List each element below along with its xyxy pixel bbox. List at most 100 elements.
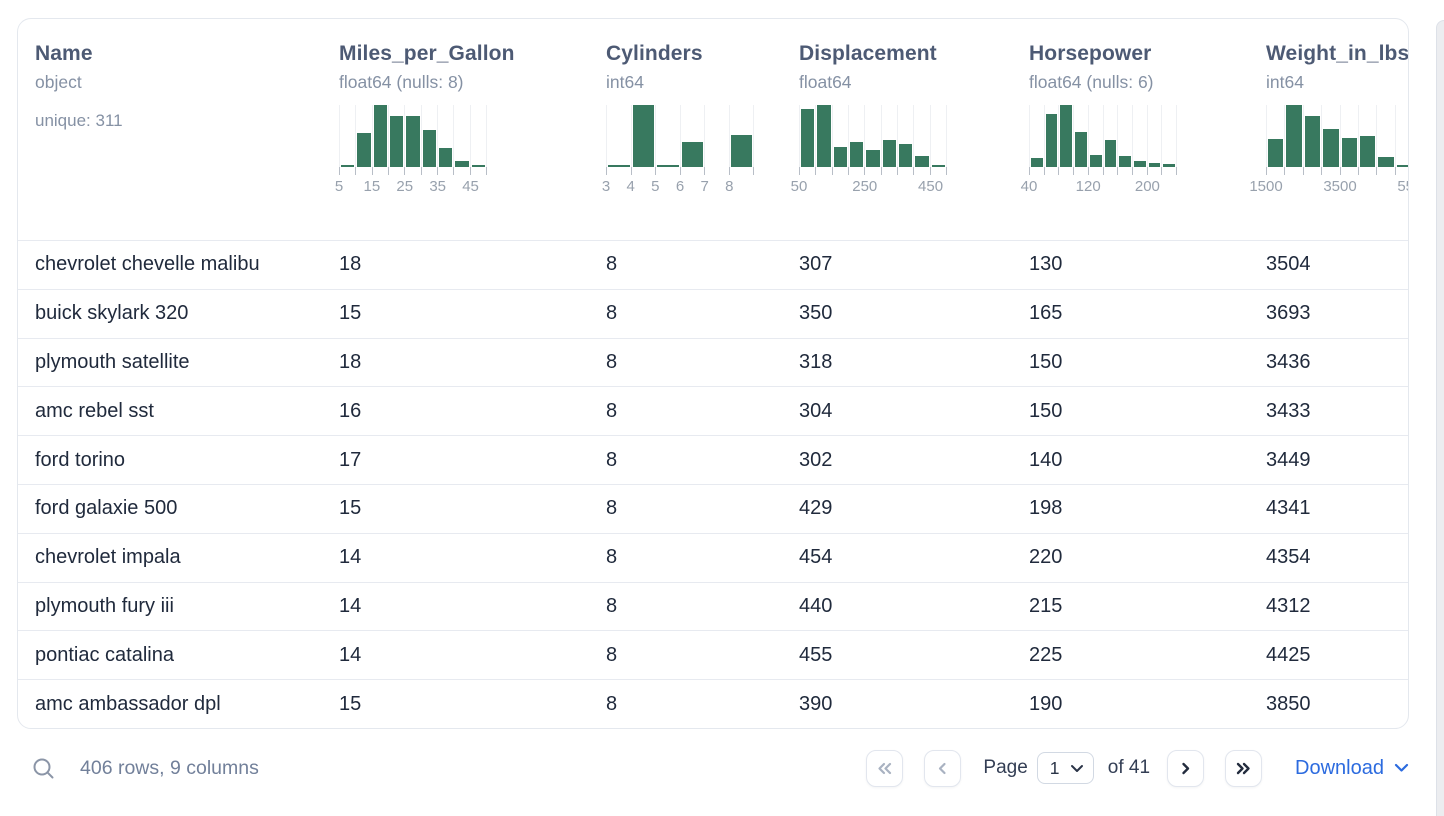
table-cell: 8 bbox=[606, 289, 799, 339]
histogram-bar bbox=[1045, 114, 1058, 167]
page-label: Page bbox=[983, 757, 1028, 778]
histogram-axis-label: 40 bbox=[1020, 178, 1038, 195]
column-header-miles_per_gallon[interactable]: Miles_per_Gallon float64 (nulls: 8) 5 15 25 3… bbox=[335, 19, 606, 241]
download-button[interactable]: Download bbox=[1295, 757, 1409, 780]
last-page-button[interactable] bbox=[1225, 749, 1263, 787]
histogram-bin bbox=[864, 105, 880, 167]
table-cell: amc rebel sst bbox=[18, 386, 339, 437]
table-cell: 215 bbox=[1029, 582, 1266, 632]
column-header-weight_in_lbs[interactable]: Weight_in_lbs int64 1500 3500 5500 bbox=[1249, 19, 1408, 241]
histogram-bar bbox=[1163, 164, 1176, 167]
table-cell: 8 bbox=[606, 240, 799, 290]
chevron-left-icon bbox=[939, 762, 947, 774]
table-cell: 150 bbox=[1029, 386, 1266, 437]
column-histogram[interactable]: 40 120 200 bbox=[1021, 105, 1178, 196]
histogram-bin bbox=[606, 105, 631, 167]
histogram-axis-ticks bbox=[799, 167, 947, 175]
chevron-right-icon bbox=[1182, 762, 1190, 774]
histogram-axis-label: 5 bbox=[651, 178, 660, 195]
column-dtype: float64 bbox=[799, 72, 852, 92]
histogram-axis-label: 7 bbox=[700, 178, 709, 195]
histogram-bin bbox=[1161, 105, 1178, 167]
histogram-axis-label: 3500 bbox=[1323, 178, 1357, 195]
histogram-bin bbox=[896, 105, 913, 167]
histogram-bin bbox=[1284, 105, 1302, 167]
column-header-cylinders[interactable]: Cylinders int64 3 4 5 6 7 8 bbox=[602, 19, 799, 241]
page-total-label: of 41 bbox=[1107, 757, 1151, 778]
column-header-horsepower[interactable]: Horsepower float64 (nulls: 6) 40 120 200 bbox=[1021, 19, 1266, 241]
column-header-name[interactable]: Name object unique: 311 bbox=[18, 19, 339, 241]
column-histogram[interactable]: 1500 3500 5500 bbox=[1249, 105, 1408, 196]
table-footer: 406 rows, 9 columns Page 1 of 41 bbox=[17, 740, 1409, 796]
page-select[interactable]: 1 bbox=[1036, 752, 1094, 784]
chevrons-left-icon bbox=[878, 762, 892, 774]
column-histogram[interactable]: 5 15 25 35 45 bbox=[335, 105, 487, 196]
histogram-axis-ticks bbox=[606, 167, 754, 175]
first-page-button[interactable] bbox=[866, 749, 904, 787]
table-cell: 8 bbox=[606, 386, 799, 437]
table-cell: 454 bbox=[799, 533, 1029, 583]
table-row: chevrolet impala 14 8 454 220 4354 bbox=[18, 533, 1408, 583]
histogram-bar bbox=[422, 130, 436, 167]
histogram-bar bbox=[1119, 156, 1131, 167]
table-cell: 455 bbox=[799, 630, 1029, 681]
table-cell: 304 bbox=[799, 386, 1029, 437]
histogram-axis-label: 3 bbox=[601, 178, 611, 195]
histogram-axis-ticks bbox=[339, 167, 487, 175]
column-header-displacement[interactable]: Displacement float64 50 250 450 bbox=[791, 19, 1029, 241]
histogram-bin bbox=[679, 105, 705, 167]
table-cell: 8 bbox=[606, 582, 799, 632]
histogram-axis-label: 120 bbox=[1075, 178, 1101, 195]
page-select-value: 1 bbox=[1049, 757, 1060, 778]
histogram-bin bbox=[1266, 105, 1284, 167]
histogram-bar bbox=[801, 109, 815, 167]
histogram-bin bbox=[799, 105, 815, 167]
histogram-axis-label: 15 bbox=[363, 178, 381, 195]
histogram-bar bbox=[1133, 161, 1146, 167]
column-title: Miles_per_Gallon bbox=[339, 42, 515, 65]
table-row: plymouth satellite 18 8 318 150 3436 bbox=[18, 338, 1408, 388]
table-cell: 150 bbox=[1029, 338, 1266, 388]
table-cell: 8 bbox=[606, 435, 799, 485]
table-cell: 3433 bbox=[1266, 386, 1408, 437]
histogram-axis-label: 50 bbox=[790, 178, 808, 195]
histogram-bar bbox=[373, 105, 387, 167]
histogram-bin bbox=[1087, 105, 1103, 167]
table-cell: 8 bbox=[606, 630, 799, 681]
table-cell: plymouth satellite bbox=[18, 338, 339, 388]
histogram-bar bbox=[1304, 116, 1321, 167]
histogram-bar bbox=[849, 142, 864, 167]
histogram-bar bbox=[681, 142, 703, 167]
histogram-bar bbox=[931, 165, 945, 167]
histogram-bar bbox=[389, 116, 404, 167]
next-page-button[interactable] bbox=[1167, 749, 1205, 787]
download-label: Download bbox=[1295, 756, 1384, 779]
table-cell: 318 bbox=[799, 338, 1029, 388]
adjacent-panel-edge bbox=[1436, 20, 1444, 816]
table-cell: plymouth fury iii bbox=[18, 582, 339, 632]
column-histogram[interactable]: 50 250 450 bbox=[791, 105, 947, 196]
histogram-bin bbox=[355, 105, 371, 167]
histogram-bin bbox=[913, 105, 929, 167]
prev-page-button[interactable] bbox=[924, 749, 962, 787]
histogram-bin bbox=[1131, 105, 1147, 167]
histogram-bar bbox=[833, 147, 847, 167]
histogram-bar bbox=[817, 105, 831, 167]
histogram-bar bbox=[1341, 138, 1357, 167]
histogram-bars bbox=[606, 105, 754, 167]
table-cell: 225 bbox=[1029, 630, 1266, 681]
pagination-controls: Page 1 of 41 Download bbox=[866, 749, 1409, 787]
histogram-axis-label: 35 bbox=[429, 178, 446, 195]
histogram-bin bbox=[436, 105, 453, 167]
table-cell: 16 bbox=[339, 386, 606, 437]
histogram-axis-label: 4 bbox=[626, 178, 635, 195]
search-icon[interactable] bbox=[31, 756, 56, 781]
table-row: plymouth fury iii 14 8 440 215 4312 bbox=[18, 582, 1408, 632]
histogram-bin bbox=[339, 105, 355, 167]
table-row: pontiac catalina 14 8 455 225 4425 bbox=[18, 630, 1408, 681]
histogram-bar bbox=[1323, 129, 1339, 167]
table-cell: 17 bbox=[339, 435, 606, 485]
histogram-bin bbox=[704, 105, 729, 167]
row-count-status: 406 rows, 9 columns bbox=[80, 756, 259, 779]
